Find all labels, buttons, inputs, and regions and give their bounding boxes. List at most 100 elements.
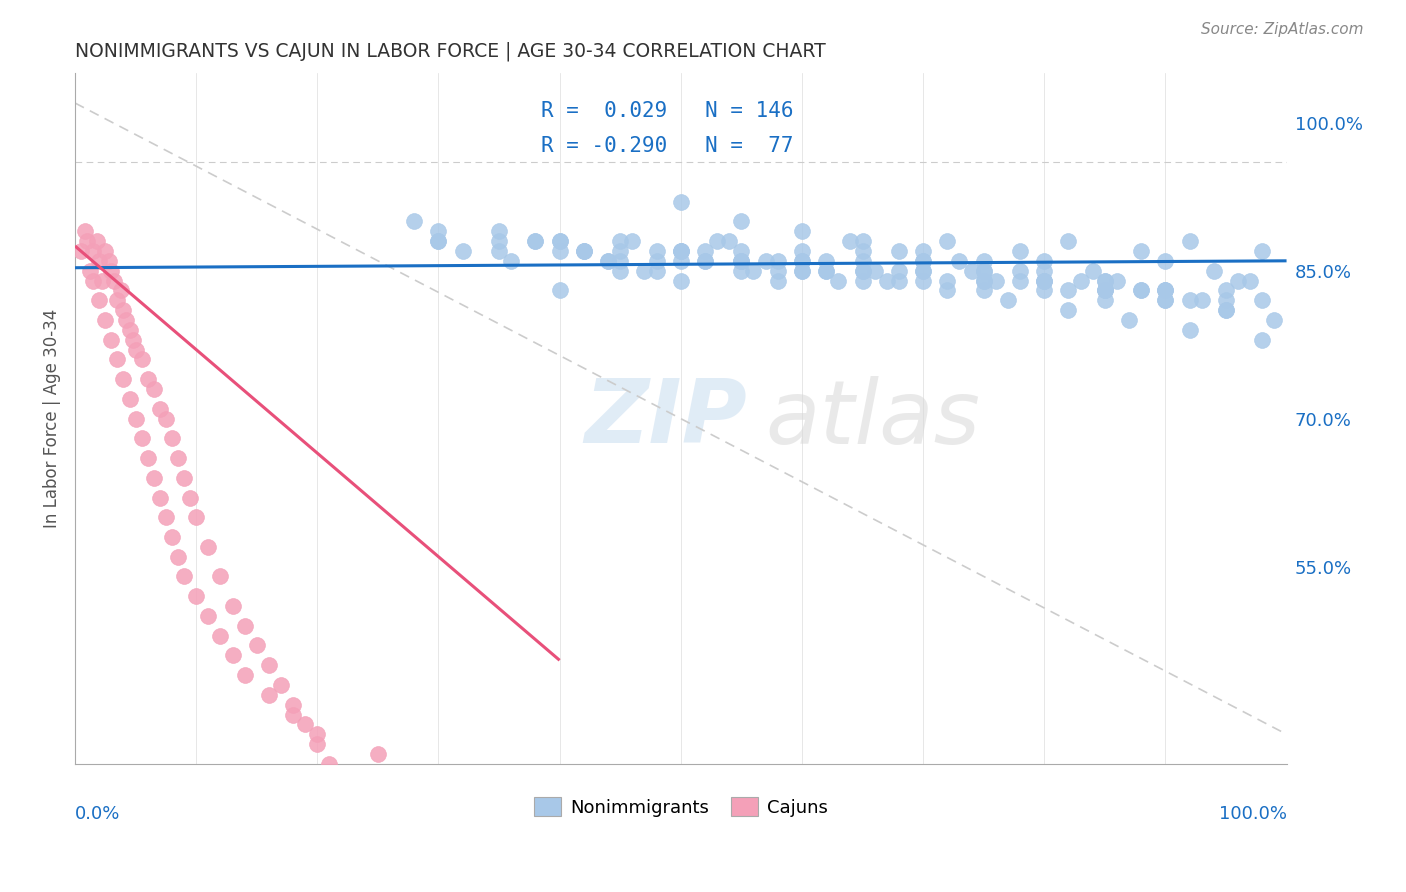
Point	[1008, 274, 1031, 288]
Point	[1154, 284, 1177, 298]
Point	[488, 224, 510, 238]
Point	[246, 639, 269, 653]
Point	[633, 263, 655, 277]
Point	[173, 569, 195, 583]
Point	[1215, 303, 1237, 318]
Point	[912, 253, 935, 268]
Point	[1008, 263, 1031, 277]
Point	[572, 244, 595, 258]
Point	[790, 253, 813, 268]
Point	[404, 214, 426, 228]
Point	[755, 253, 778, 268]
Point	[669, 244, 692, 258]
Point	[167, 451, 190, 466]
Point	[1178, 293, 1201, 308]
Point	[1008, 244, 1031, 258]
Point	[70, 244, 93, 258]
Point	[307, 727, 329, 741]
Point	[730, 253, 752, 268]
Point	[124, 343, 146, 357]
Point	[281, 707, 304, 722]
Point	[693, 244, 716, 258]
Point	[149, 401, 172, 416]
Point	[197, 608, 219, 623]
Point	[1033, 253, 1056, 268]
Point	[548, 284, 571, 298]
Point	[100, 263, 122, 277]
Point	[984, 274, 1007, 288]
Point	[887, 274, 910, 288]
Text: R = -0.290   N =  77: R = -0.290 N = 77	[541, 136, 794, 156]
Point	[1215, 284, 1237, 298]
Point	[142, 471, 165, 485]
Point	[1033, 284, 1056, 298]
Point	[973, 253, 995, 268]
Point	[427, 224, 450, 238]
Point	[367, 747, 389, 761]
Point	[851, 263, 873, 277]
Point	[548, 234, 571, 248]
Point	[122, 333, 145, 347]
Point	[815, 253, 838, 268]
Point	[766, 274, 789, 288]
Text: atlas: atlas	[766, 376, 980, 462]
Point	[766, 253, 789, 268]
Point	[1178, 234, 1201, 248]
Point	[90, 274, 112, 288]
Point	[645, 253, 668, 268]
Point	[815, 263, 838, 277]
Point	[1118, 313, 1140, 327]
Point	[1094, 284, 1116, 298]
Point	[1070, 274, 1092, 288]
Point	[1130, 284, 1153, 298]
Point	[790, 263, 813, 277]
Point	[107, 352, 129, 367]
Point	[343, 776, 366, 790]
Point	[173, 471, 195, 485]
Point	[1094, 284, 1116, 298]
Point	[221, 599, 243, 613]
Point	[76, 234, 98, 248]
Point	[149, 491, 172, 505]
Point	[307, 737, 329, 751]
Point	[404, 826, 426, 840]
Point	[1154, 253, 1177, 268]
Point	[851, 274, 873, 288]
Point	[572, 244, 595, 258]
Point	[118, 323, 141, 337]
Point	[124, 411, 146, 425]
Point	[1033, 263, 1056, 277]
Point	[693, 253, 716, 268]
Point	[233, 619, 256, 633]
Point	[136, 451, 159, 466]
Point	[572, 244, 595, 258]
Point	[136, 372, 159, 386]
Point	[160, 530, 183, 544]
Point	[790, 253, 813, 268]
Text: 0.0%: 0.0%	[75, 805, 121, 823]
Point	[1033, 274, 1056, 288]
Point	[131, 352, 153, 367]
Point	[1215, 303, 1237, 318]
Point	[501, 253, 523, 268]
Point	[270, 678, 292, 692]
Point	[912, 274, 935, 288]
Point	[115, 313, 138, 327]
Point	[209, 569, 232, 583]
Point	[973, 274, 995, 288]
Point	[142, 382, 165, 396]
Point	[186, 589, 208, 603]
Point	[118, 392, 141, 406]
Point	[1094, 293, 1116, 308]
Point	[488, 234, 510, 248]
Point	[427, 234, 450, 248]
Point	[815, 263, 838, 277]
Point	[330, 766, 353, 780]
Point	[367, 797, 389, 811]
Point	[524, 234, 547, 248]
Point	[131, 431, 153, 445]
Point	[609, 244, 631, 258]
Y-axis label: In Labor Force | Age 30-34: In Labor Force | Age 30-34	[44, 309, 60, 528]
Point	[936, 284, 959, 298]
Point	[112, 372, 135, 386]
